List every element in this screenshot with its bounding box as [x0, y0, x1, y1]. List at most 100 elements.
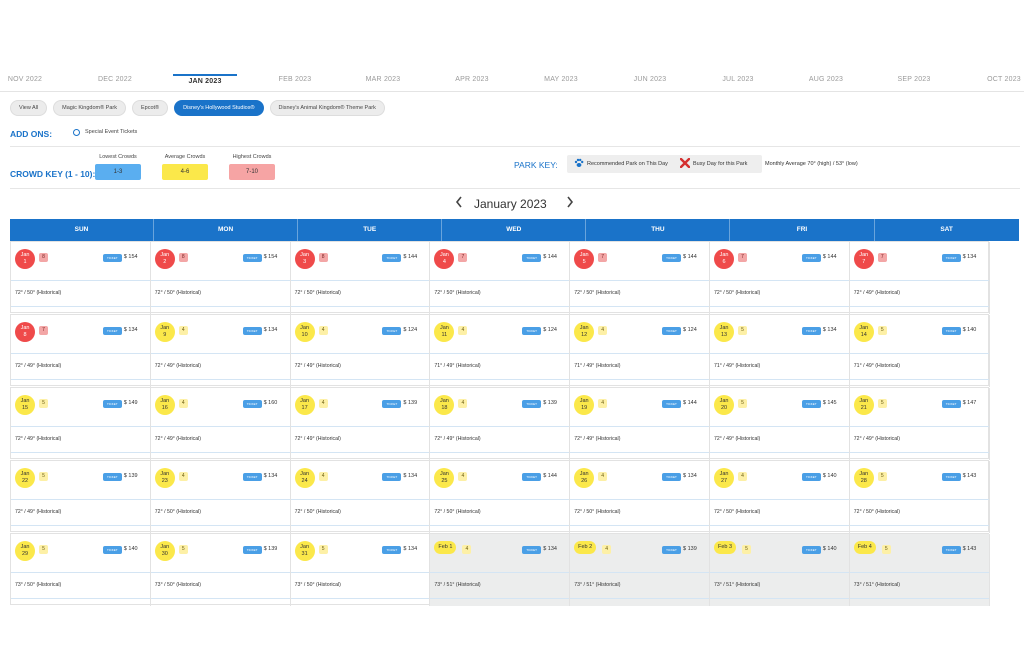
month-tab-jan-2023[interactable]: JAN 2023 [173, 74, 237, 92]
date-badge: Jan 3 [294, 249, 315, 269]
ticket-icon[interactable]: TICKET [661, 546, 681, 554]
chevron-right-icon[interactable] [566, 196, 574, 211]
calendar-day-cell[interactable]: Jan 15 5 TICKET $ 149 72° / 49° (Historical) [11, 388, 151, 460]
ticket-icon[interactable]: TICKET [242, 327, 262, 335]
calendar-day-cell[interactable]: Jan 12 4 TICKET $ 124 71° / 49° (Historical) [570, 315, 710, 387]
calendar-day-cell[interactable]: Jan 21 5 TICKET $ 147 72° / 49° (Historical) [849, 388, 990, 460]
calendar-day-cell[interactable]: Feb 2 4 TICKET $ 139 73° / 51° (Historical) [570, 534, 710, 606]
calendar-day-cell[interactable]: Jan 11 4 TICKET $ 124 71° / 49° (Historical) [430, 315, 571, 387]
ticket-icon[interactable]: TICKET [801, 327, 821, 335]
date-text: Jan 4 [439, 252, 449, 265]
calendar-day-cell[interactable]: Jan 24 4 TICKET $ 134 72° / 50° (Historical) [290, 461, 431, 533]
ticket-icon[interactable]: TICKET [801, 546, 821, 554]
ticket-icon[interactable]: TICKET [382, 546, 402, 554]
calendar-day-cell[interactable]: Jan 16 4 TICKET $ 160 72° / 49° (Historical) [150, 388, 291, 460]
calendar-day-cell[interactable]: Jan 7 7 TICKET $ 134 72° / 49° (Historical) [849, 242, 990, 314]
month-tab-jun-2023[interactable]: JUN 2023 [633, 76, 667, 83]
month-tab-sep-2023[interactable]: SEP 2023 [897, 76, 931, 83]
ticket-icon[interactable]: TICKET [522, 327, 542, 335]
calendar-day-cell[interactable]: Jan 30 5 TICKET $ 139 73° / 50° (Historical) [150, 534, 291, 606]
ticket-icon[interactable]: TICKET [522, 473, 542, 481]
ticket-icon[interactable]: TICKET [242, 400, 262, 408]
ticket-price: $ 154 [263, 254, 278, 260]
park-filter-1[interactable]: Magic Kingdom® Park [53, 100, 126, 116]
ticket-icon[interactable]: TICKET [522, 546, 542, 554]
month-tab-apr-2023[interactable]: APR 2023 [455, 76, 489, 83]
month-tab-dec-2022[interactable]: DEC 2022 [98, 76, 132, 83]
calendar-day-cell[interactable]: Feb 1 4 TICKET $ 134 73° / 51° (Historical) [430, 534, 571, 606]
ticket-icon[interactable]: TICKET [242, 546, 262, 554]
ticket-icon[interactable]: TICKET [661, 254, 681, 262]
ticket-icon[interactable]: TICKET [102, 327, 122, 335]
calendar-day-cell[interactable]: Feb 4 5 TICKET $ 143 73° / 51° (Historical) [849, 534, 990, 606]
ticket-icon[interactable]: TICKET [941, 473, 961, 481]
park-filter-4[interactable]: Disney's Animal Kingdom® Theme Park [269, 100, 385, 116]
crowd-level-badge: 7 [877, 253, 887, 262]
ticket-icon[interactable]: TICKET [661, 473, 681, 481]
crowd-level-badge: 7 [598, 253, 608, 262]
ticket-icon[interactable]: TICKET [941, 254, 961, 262]
calendar-day-cell[interactable]: Jan 19 4 TICKET $ 144 72° / 49° (Historical) [570, 388, 710, 460]
calendar-day-cell[interactable]: Jan 17 4 TICKET $ 139 72° / 49° (Historical) [290, 388, 431, 460]
ticket-icon[interactable]: TICKET [242, 254, 262, 262]
ticket-icon[interactable]: TICKET [382, 400, 402, 408]
month-tab-feb-2023[interactable]: FEB 2023 [278, 76, 312, 83]
park-filter-2[interactable]: Epcot® [131, 100, 169, 116]
calendar-day-cell[interactable]: Jan 1 8 TICKET $ 154 72° / 50° (Historical) [11, 242, 151, 314]
calendar-day-cell[interactable]: Jan 29 5 TICKET $ 140 73° / 50° (Historical) [11, 534, 151, 606]
calendar-day-cell[interactable]: Jan 22 5 TICKET $ 139 72° / 49° (Historical) [11, 461, 151, 533]
calendar-day-cell[interactable]: Jan 13 5 TICKET $ 134 71° / 49° (Historical) [710, 315, 850, 387]
calendar-day-cell[interactable]: Jan 27 4 TICKET $ 140 72° / 50° (Historical) [710, 461, 850, 533]
calendar-day-cell[interactable]: Jan 10 4 TICKET $ 124 72° / 49° (Historical) [290, 315, 431, 387]
park-filter-3[interactable]: Disney's Hollywood Studios® [174, 100, 264, 116]
ticket-icon[interactable]: TICKET [661, 327, 681, 335]
calendar-day-cell[interactable]: Jan 20 5 TICKET $ 145 72° / 49° (Historical) [710, 388, 850, 460]
calendar-day-cell[interactable]: Jan 28 5 TICKET $ 143 72° / 50° (Historical) [849, 461, 990, 533]
calendar-day-cell[interactable]: Jan 26 4 TICKET $ 134 72° / 50° (Historical) [570, 461, 710, 533]
ticket-icon[interactable]: TICKET [102, 400, 122, 408]
ticket-icon[interactable]: TICKET [801, 473, 821, 481]
month-tab-jul-2023[interactable]: JUL 2023 [722, 76, 754, 83]
chevron-left-icon[interactable] [455, 196, 463, 211]
ticket-icon[interactable]: TICKET [382, 473, 402, 481]
ticket-icon[interactable]: TICKET [801, 400, 821, 408]
calendar-day-cell[interactable]: Jan 14 5 TICKET $ 140 71° / 49° (Historical) [849, 315, 990, 387]
special-event-label[interactable]: Special Event Tickets [85, 129, 138, 135]
ticket-icon[interactable]: TICKET [661, 400, 681, 408]
ticket-icon[interactable]: TICKET [102, 254, 122, 262]
ticket-icon[interactable]: TICKET [102, 473, 122, 481]
ticket-icon[interactable]: TICKET [941, 400, 961, 408]
calendar-day-cell[interactable]: Jan 2 8 TICKET $ 154 72° / 50° (Historical) [150, 242, 291, 314]
cell-divider [849, 353, 989, 354]
calendar-day-cell[interactable]: Jan 31 5 TICKET $ 134 73° / 50° (Historical) [290, 534, 431, 606]
month-tab-oct-2023[interactable]: OCT 2023 [987, 76, 1021, 83]
calendar-day-cell[interactable]: Jan 9 4 TICKET $ 134 72° / 49° (Historical) [150, 315, 291, 387]
special-event-radio[interactable] [73, 129, 80, 136]
ticket-icon[interactable]: TICKET [242, 473, 262, 481]
calendar-day-cell[interactable]: Feb 3 5 TICKET $ 140 73° / 51° (Historical) [710, 534, 850, 606]
park-filter-0[interactable]: View All [10, 100, 48, 116]
month-tab-aug-2023[interactable]: AUG 2023 [808, 76, 844, 83]
ticket-icon[interactable]: TICKET [382, 327, 402, 335]
ticket-icon[interactable]: TICKET [102, 546, 122, 554]
ticket-icon[interactable]: TICKET [522, 400, 542, 408]
date-text: Jan 20 [719, 398, 729, 411]
calendar-day-cell[interactable]: Jan 8 7 TICKET $ 134 72° / 49° (Historical) [11, 315, 151, 387]
month-tab-nov-2022[interactable]: NOV 2022 [7, 76, 43, 83]
calendar-day-cell[interactable]: Jan 3 8 TICKET $ 144 72° / 50° (Historical) [290, 242, 431, 314]
calendar-day-cell[interactable]: Jan 5 7 TICKET $ 144 72° / 50° (Historical) [570, 242, 710, 314]
month-tab-may-2023[interactable]: MAY 2023 [544, 76, 578, 83]
ticket-icon[interactable]: TICKET [941, 546, 961, 554]
ticket-icon[interactable]: TICKET [522, 254, 542, 262]
month-tab-mar-2023[interactable]: MAR 2023 [365, 76, 401, 83]
calendar-day-cell[interactable]: Jan 25 4 TICKET $ 144 72° / 50° (Historical) [430, 461, 571, 533]
calendar-day-cell[interactable]: Jan 4 7 TICKET $ 144 72° / 50° (Historical) [430, 242, 571, 314]
calendar-day-cell[interactable]: Jan 18 4 TICKET $ 139 72° / 49° (Historical) [430, 388, 571, 460]
date-text: Jan 11 [439, 325, 449, 338]
ticket-icon[interactable]: TICKET [801, 254, 821, 262]
calendar-day-cell[interactable]: Jan 23 4 TICKET $ 134 72° / 50° (Historical) [150, 461, 291, 533]
date-text: Jan 21 [859, 398, 869, 411]
ticket-icon[interactable]: TICKET [382, 254, 402, 262]
ticket-icon[interactable]: TICKET [941, 327, 961, 335]
calendar-day-cell[interactable]: Jan 6 7 TICKET $ 144 72° / 50° (Historical) [710, 242, 850, 314]
